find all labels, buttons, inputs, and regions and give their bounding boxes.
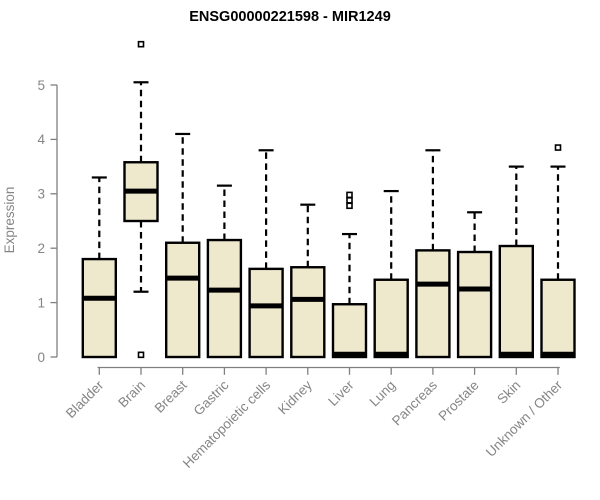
box-liver bbox=[331, 191, 368, 359]
x-tick-label-pancreas: Pancreas bbox=[389, 377, 440, 428]
box-rect bbox=[81, 257, 118, 359]
x-tick-label-liver: Liver bbox=[325, 377, 357, 409]
box-rect bbox=[248, 267, 284, 359]
outlier-marker bbox=[346, 191, 353, 199]
box-lung bbox=[373, 189, 409, 359]
chart-title: ENSG00000221598 - MIR1249 bbox=[189, 9, 391, 25]
x-tick-label-bladder: Bladder bbox=[63, 377, 107, 421]
boxes-layer bbox=[81, 40, 576, 359]
box-pancreas bbox=[415, 149, 451, 359]
box-unknown-other bbox=[540, 144, 576, 359]
y-tick-label: 3 bbox=[37, 187, 45, 202]
y-tick-label: 1 bbox=[37, 295, 45, 310]
box-rect bbox=[373, 278, 409, 359]
box-bladder bbox=[81, 176, 118, 359]
box-hematopoietic-cells bbox=[248, 149, 284, 359]
box-prostate bbox=[456, 211, 493, 359]
x-tick-label-lung: Lung bbox=[366, 378, 398, 410]
y-axis-label: Expression bbox=[2, 187, 17, 254]
y-tick-label: 0 bbox=[37, 350, 45, 365]
x-tick-label-skin: Skin bbox=[494, 378, 523, 407]
x-tick-label-gastric: Gastric bbox=[191, 377, 232, 418]
box-skin bbox=[498, 165, 534, 359]
box-gastric bbox=[206, 184, 243, 359]
y-tick-label: 5 bbox=[37, 78, 45, 93]
outlier-marker bbox=[346, 197, 353, 204]
x-tick-label-unknown-other: Unknown / Other bbox=[483, 377, 566, 460]
box-breast bbox=[164, 132, 201, 359]
outlier-marker bbox=[554, 144, 562, 151]
box-rect bbox=[164, 241, 201, 359]
box-rect bbox=[290, 266, 326, 359]
y-tick-label: 4 bbox=[37, 132, 45, 147]
x-tick-label-prostate: Prostate bbox=[436, 378, 482, 424]
y-axis: 0 1 2 3 4 5 bbox=[37, 78, 58, 365]
outlier-marker bbox=[137, 351, 145, 359]
box-rect bbox=[206, 238, 243, 359]
box-kidney bbox=[290, 203, 326, 359]
y-tick-label: 2 bbox=[37, 241, 45, 256]
box-rect bbox=[415, 249, 451, 359]
x-tick-label-brain: Brain bbox=[115, 378, 148, 411]
box-rect bbox=[331, 303, 368, 359]
x-tick-label-breast: Breast bbox=[152, 377, 190, 415]
box-rect bbox=[498, 244, 534, 359]
box-rect bbox=[540, 278, 576, 359]
box-rect bbox=[456, 250, 493, 359]
box-brain bbox=[123, 40, 159, 359]
outlier-marker bbox=[137, 40, 145, 48]
x-tick-label-kidney: Kidney bbox=[275, 377, 315, 417]
outlier-marker bbox=[346, 202, 353, 210]
